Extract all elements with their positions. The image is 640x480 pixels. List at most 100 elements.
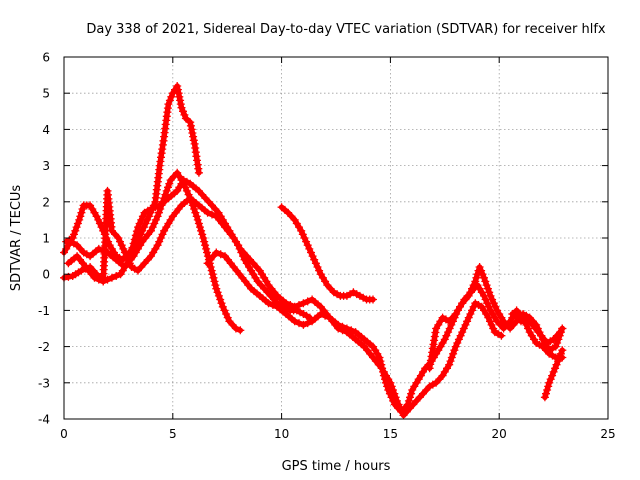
data-point-marker <box>193 156 201 165</box>
y-tick-label: 0 <box>42 268 50 282</box>
series-arc-9 <box>508 310 567 347</box>
series-arc-8 <box>540 346 567 402</box>
data-point-marker <box>186 121 195 130</box>
data-point-marker <box>213 288 222 297</box>
data-point-marker <box>545 378 554 387</box>
y-tick-label: -3 <box>38 376 50 390</box>
x-tick-label: 20 <box>492 427 507 441</box>
data-point-marker <box>158 230 167 239</box>
data-point-marker <box>112 272 121 280</box>
data-point-marker <box>264 299 273 308</box>
data-point-marker <box>180 110 189 119</box>
data-point-marker <box>190 205 199 213</box>
data-point-marker <box>430 336 439 345</box>
data-point-marker <box>155 237 164 246</box>
data-point-marker <box>70 230 78 239</box>
data-point-marker <box>556 349 565 358</box>
data-point-marker <box>94 275 103 284</box>
data-point-marker <box>480 273 488 282</box>
data-point-marker <box>223 313 232 322</box>
data-point-marker <box>298 230 307 239</box>
data-point-marker <box>217 299 226 308</box>
data-point-marker <box>488 295 497 304</box>
data-point-marker <box>303 319 312 328</box>
data-point-marker <box>173 85 182 94</box>
data-point-marker <box>268 301 277 309</box>
data-point-marker <box>164 183 172 192</box>
data-point-marker <box>155 161 164 170</box>
data-point-marker <box>173 82 182 90</box>
data-point-marker <box>107 273 116 282</box>
data-point-marker <box>220 306 229 315</box>
data-point-marker <box>137 215 146 224</box>
data-point-marker <box>491 302 500 311</box>
data-point-marker <box>548 371 557 380</box>
data-point-marker <box>387 382 396 391</box>
data-point-marker <box>75 215 84 224</box>
data-point-marker <box>542 389 550 398</box>
data-point-marker <box>197 226 206 235</box>
data-point-marker <box>191 208 200 217</box>
data-point-marker <box>475 263 484 271</box>
data-point-marker <box>151 215 160 224</box>
data-point-marker <box>114 234 123 242</box>
data-point-marker <box>94 215 103 224</box>
data-point-marker <box>209 273 218 282</box>
data-point-marker <box>524 324 532 333</box>
data-point-marker <box>231 324 240 333</box>
data-point-marker <box>553 339 562 347</box>
data-point-marker <box>477 266 486 275</box>
data-point-marker <box>489 324 498 333</box>
data-point-marker <box>127 247 136 256</box>
data-point-marker <box>299 299 308 308</box>
data-point-marker <box>176 96 185 105</box>
x-tick-label: 0 <box>60 427 68 441</box>
data-point-marker <box>179 107 187 116</box>
data-point-marker <box>450 346 459 355</box>
data-point-marker <box>303 297 312 306</box>
data-point-marker <box>394 400 403 409</box>
data-point-marker <box>315 266 324 275</box>
data-point-marker <box>194 219 203 228</box>
data-point-marker <box>234 241 243 250</box>
y-tick-label: -1 <box>38 304 50 318</box>
data-point-marker <box>216 250 225 259</box>
data-point-marker <box>119 244 128 253</box>
data-point-marker <box>151 203 160 212</box>
data-point-marker <box>129 239 138 248</box>
series-arc-4 <box>64 176 314 322</box>
data-point-marker <box>153 212 162 221</box>
data-point-marker <box>486 291 495 300</box>
data-point-marker <box>483 284 492 293</box>
data-point-marker <box>236 326 245 335</box>
data-point-marker <box>442 331 451 340</box>
data-point-marker <box>482 281 491 290</box>
data-point-marker <box>116 237 124 246</box>
data-point-marker <box>71 226 80 235</box>
data-point-marker <box>551 364 560 373</box>
data-point-marker <box>406 393 414 402</box>
data-point-marker <box>211 281 220 290</box>
y-tick-label: 6 <box>42 51 50 65</box>
data-point-marker <box>466 310 475 318</box>
data-point-marker <box>389 386 397 394</box>
data-point-marker <box>130 235 139 244</box>
data-point-marker <box>300 234 309 242</box>
data-point-marker <box>481 277 490 286</box>
data-point-marker <box>431 328 440 337</box>
data-point-marker <box>189 132 198 141</box>
data-point-marker <box>198 230 207 239</box>
data-point-marker <box>235 244 244 253</box>
data-point-marker <box>167 92 176 101</box>
data-point-marker <box>134 223 142 232</box>
data-point-marker <box>92 212 101 221</box>
data-point-marker <box>202 244 211 253</box>
data-point-marker <box>464 291 473 300</box>
data-point-marker <box>369 295 377 304</box>
data-point-marker <box>458 328 467 337</box>
data-point-marker <box>472 273 481 282</box>
data-point-marker <box>147 226 155 235</box>
data-point-marker <box>194 168 203 177</box>
data-point-marker <box>459 324 468 333</box>
data-point-marker <box>128 243 137 252</box>
